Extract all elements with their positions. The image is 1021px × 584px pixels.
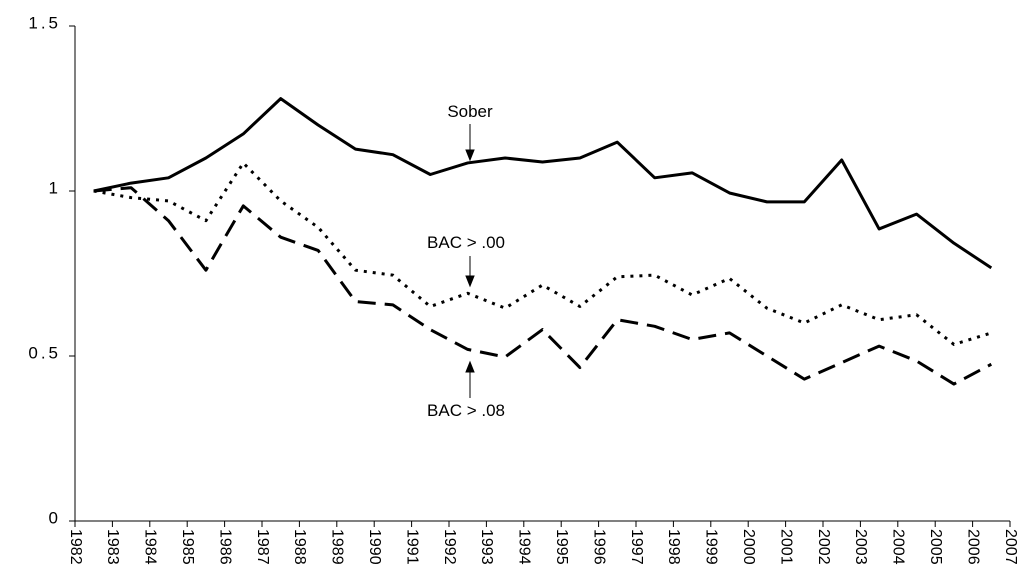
y-tick-label: 0 — [49, 508, 61, 527]
x-tick-label: 1983 — [104, 529, 121, 565]
x-tick-label: 2003 — [852, 529, 869, 565]
x-tick-label: 1996 — [590, 529, 607, 565]
y-tick-label: 1.5 — [28, 13, 61, 32]
x-tick-label: 2006 — [964, 529, 981, 565]
x-tick-label: 2004 — [890, 529, 907, 565]
series-line — [93, 186, 993, 386]
arrow-head — [465, 360, 475, 373]
x-tick-label: 1984 — [142, 529, 159, 565]
x-tick-label: 1991 — [403, 529, 420, 565]
x-tick-label: 1997 — [628, 529, 645, 565]
x-tick-label: 1985 — [179, 529, 196, 565]
annotation: BAC > .00 — [427, 233, 505, 252]
x-tick-label: 2000 — [740, 529, 757, 565]
y-tick-label: 1 — [49, 178, 61, 197]
x-tick-label: 1993 — [478, 529, 495, 565]
series-line — [93, 97, 993, 270]
x-tick-label: 2001 — [777, 529, 794, 565]
x-tick-label: 1990 — [366, 529, 383, 565]
annotation: Sober — [447, 102, 493, 121]
arrow-head — [465, 275, 475, 288]
x-tick-label: 1982 — [67, 529, 84, 565]
x-tick-label: 1998 — [665, 529, 682, 565]
y-tick-label: 0.5 — [28, 343, 61, 362]
x-tick-label: 2002 — [815, 529, 832, 565]
x-tick-label: 2005 — [927, 529, 944, 565]
arrow-head — [465, 149, 475, 162]
x-tick-label: 1988 — [291, 529, 308, 565]
x-tick-label: 1986 — [216, 529, 233, 565]
x-tick-label: 1994 — [516, 529, 533, 565]
arrows — [465, 124, 475, 398]
annotation: BAC > .08 — [427, 401, 505, 420]
x-tick-label: 1995 — [553, 529, 570, 565]
x-tick-label: 2007 — [1002, 529, 1019, 565]
x-tick-label: 1992 — [441, 529, 458, 565]
x-tick-label: 1989 — [329, 529, 346, 565]
x-tick-label: 1987 — [254, 529, 271, 565]
x-tick-label: 1999 — [703, 529, 720, 565]
